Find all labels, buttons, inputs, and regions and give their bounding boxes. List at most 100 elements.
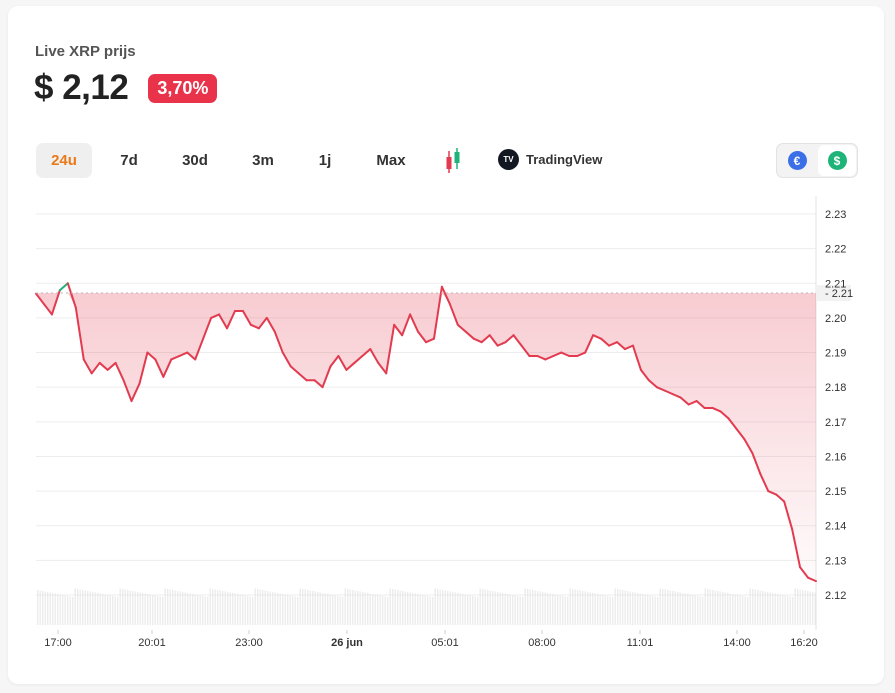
volume-bar xyxy=(622,590,624,625)
price-segment xyxy=(186,351,197,361)
price-area-fill xyxy=(36,292,816,582)
price-segment xyxy=(512,334,523,347)
volume-bar xyxy=(629,591,631,625)
volume-bar xyxy=(414,593,416,625)
price-segment xyxy=(647,379,658,389)
volume-bar xyxy=(172,590,174,625)
price-segment xyxy=(751,451,762,475)
volume-bar xyxy=(604,595,606,625)
volume-bar xyxy=(184,592,186,625)
volume-bar xyxy=(774,593,776,625)
volume-bar xyxy=(397,590,399,625)
reference-label-bg xyxy=(817,284,851,301)
price-segment xyxy=(783,500,794,531)
volume-bar xyxy=(359,591,361,625)
volume-bar xyxy=(349,589,351,625)
volume-bar xyxy=(554,594,556,625)
range-1j-button[interactable]: 1j xyxy=(318,152,332,169)
volume-bar xyxy=(699,596,701,625)
volume-bar xyxy=(39,590,41,625)
volume-bar xyxy=(227,592,229,625)
price-segment xyxy=(456,323,467,333)
price-segment xyxy=(799,566,810,579)
volume-bar xyxy=(702,597,704,625)
price-segment xyxy=(297,372,308,382)
volume-bar xyxy=(707,589,709,625)
y-tick-label: 2.15 xyxy=(825,486,846,498)
volume-bar xyxy=(374,594,376,625)
volume-bar xyxy=(449,591,451,625)
price-segment xyxy=(440,285,451,306)
price-segment xyxy=(584,334,595,354)
volume-bar xyxy=(667,590,669,625)
tradingview-link[interactable]: TV TradingView xyxy=(498,149,602,170)
dollar-icon: $ xyxy=(827,151,847,170)
volume-bar xyxy=(439,589,441,625)
volume-bar xyxy=(602,595,604,625)
price-segment xyxy=(520,344,531,358)
price-segment xyxy=(273,330,284,354)
candlestick-icon[interactable] xyxy=(445,147,461,175)
volume-bar xyxy=(532,590,534,625)
volume-bar xyxy=(522,597,524,625)
range-max-button[interactable]: Max xyxy=(376,152,406,169)
volume-bar xyxy=(574,589,576,625)
volume-bar xyxy=(322,593,324,625)
volume-bar xyxy=(232,593,234,625)
volume-bar xyxy=(154,595,156,625)
volume-bar xyxy=(412,593,414,625)
volume-bar xyxy=(369,593,371,625)
price-segment xyxy=(35,292,45,306)
range-3m-button[interactable]: 3m xyxy=(252,152,274,169)
range-24u-button[interactable]: 24u xyxy=(36,143,92,178)
euro-option[interactable]: € xyxy=(778,145,816,176)
price-segment xyxy=(321,365,332,389)
range-30d-button[interactable]: 30d xyxy=(182,152,208,169)
volume-bar xyxy=(392,589,394,625)
volume-bar xyxy=(404,591,406,625)
volume-bar xyxy=(719,591,721,625)
volume-bar xyxy=(244,595,246,625)
volume-bar xyxy=(204,596,206,625)
volume-bar xyxy=(577,590,579,625)
volume-bar xyxy=(502,593,504,625)
volume-bar xyxy=(124,589,126,625)
volume-bar xyxy=(157,596,159,625)
price-segment xyxy=(687,400,698,406)
volume-bar xyxy=(257,589,259,625)
volume-bar xyxy=(292,596,294,625)
volume-bar xyxy=(447,591,449,625)
price-segment xyxy=(496,341,507,347)
volume-bar xyxy=(807,591,809,625)
price-segment xyxy=(162,358,173,378)
volume-bar xyxy=(234,593,236,625)
volume-bar xyxy=(434,588,436,625)
volume-bar xyxy=(634,592,636,625)
price-segment xyxy=(488,334,499,347)
volume-bar xyxy=(782,595,784,625)
volume-bar xyxy=(669,590,671,625)
volume-bar xyxy=(104,594,106,625)
range-7d-button[interactable]: 7d xyxy=(120,152,138,169)
volume-bar xyxy=(337,596,339,625)
price-segment xyxy=(361,348,372,358)
volume-bar xyxy=(749,588,751,625)
volume-bar xyxy=(67,596,69,625)
volume-bar xyxy=(609,596,611,625)
volume-bar xyxy=(394,589,396,625)
price-segment xyxy=(616,341,626,351)
price-segment xyxy=(743,438,754,454)
volume-bar xyxy=(647,595,649,625)
volume-bar xyxy=(347,589,349,625)
volume-bar xyxy=(637,593,639,625)
volume-bar xyxy=(129,590,131,625)
price-segment xyxy=(353,355,364,364)
volume-bar xyxy=(497,592,499,625)
chart-grid xyxy=(36,196,817,630)
volume-bar xyxy=(529,589,531,625)
dollar-option[interactable]: $ xyxy=(818,145,856,176)
price-segment xyxy=(472,337,483,344)
volume-bar xyxy=(712,590,714,625)
volume-bar xyxy=(714,590,716,625)
volume-bar xyxy=(209,588,211,625)
